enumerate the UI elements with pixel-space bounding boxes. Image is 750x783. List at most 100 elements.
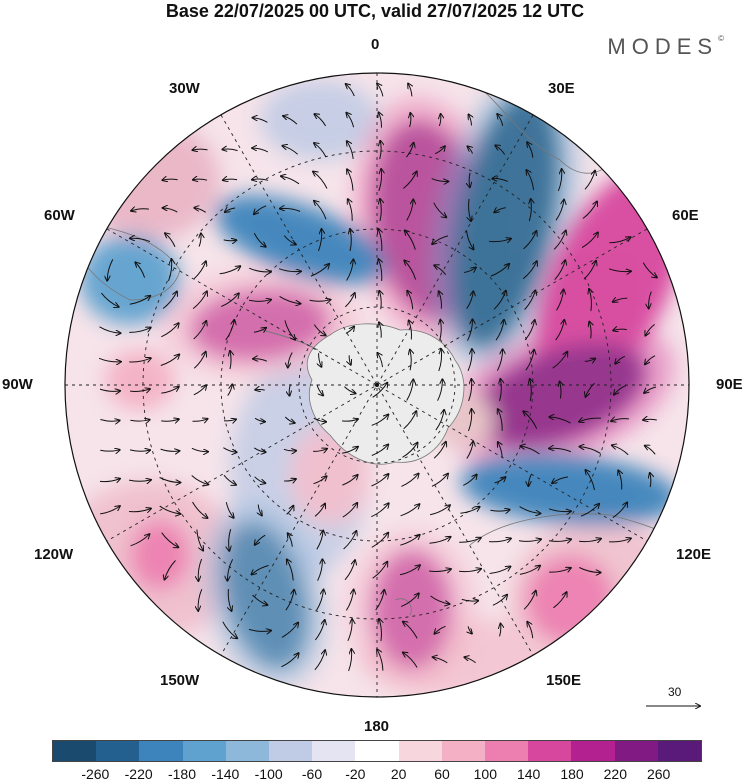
wind-vector-arrow <box>500 624 501 637</box>
wind-vector-arrow <box>100 506 120 515</box>
lon-label-60e: 60E <box>672 207 699 224</box>
wind-vector-arrow <box>350 229 351 252</box>
wind-vector-arrow <box>379 619 381 642</box>
wind-vector-arrow <box>160 449 180 451</box>
wind-vector-arrow <box>347 169 354 191</box>
wind-vector-arrow <box>252 594 268 605</box>
wind-vector-arrow <box>589 289 591 312</box>
wind-vector-arrow <box>439 114 440 127</box>
wind-vector-arrow <box>579 539 601 542</box>
wind-vector-arrow <box>162 292 177 309</box>
wind-vector-arrow <box>431 474 448 487</box>
wind-vector-arrow <box>529 199 531 222</box>
wind-vector-arrow <box>615 355 626 363</box>
wind-vector-arrow <box>342 447 358 454</box>
wind-vector-arrow <box>434 265 447 276</box>
wind-vector-arrow <box>401 474 418 487</box>
wind-vector-arrow <box>193 352 205 369</box>
wind-vector-arrow <box>612 445 629 456</box>
wind-vector-arrow <box>346 260 354 281</box>
wind-vector-arrow <box>403 653 418 668</box>
wind-vector-arrow <box>407 291 414 310</box>
wind-vector-arrow <box>342 419 358 421</box>
colorbar-tick-label: 140 <box>516 766 541 782</box>
wind-vector-arrow <box>254 417 265 421</box>
wind-vector-arrow <box>377 84 384 97</box>
wind-vector-arrow <box>129 296 150 305</box>
wind-vector-arrow <box>193 321 207 340</box>
wind-vector-arrow <box>582 202 597 219</box>
wind-vector-arrow <box>288 533 293 547</box>
wind-vector-arrow <box>253 232 265 247</box>
wind-vector-arrow <box>433 202 447 218</box>
wind-vector-arrow <box>279 295 301 303</box>
wind-vector-arrow <box>579 567 600 573</box>
wind-vector-arrow <box>342 503 357 518</box>
lon-label-30e: 30E <box>548 80 575 97</box>
wind-vector-arrow <box>225 208 236 212</box>
wind-vector-arrow <box>349 355 351 364</box>
colorbar-swatch <box>312 741 356 761</box>
wind-vector-arrow <box>406 143 413 158</box>
wind-vector-arrow <box>319 353 322 367</box>
wind-vector-arrow <box>193 149 208 150</box>
wind-vector-arrow <box>580 447 601 454</box>
wind-vector-arrow <box>372 383 388 398</box>
wind-vector-arrow <box>463 475 476 486</box>
wind-vector-arrow <box>313 449 327 452</box>
wind-vector-arrow <box>432 235 449 244</box>
wind-vector-arrow <box>579 418 601 422</box>
wind-vector-arrow <box>346 84 355 97</box>
wind-vector-arrow <box>379 112 382 128</box>
wind-vector-arrow <box>555 200 564 221</box>
wind-vector-arrow <box>193 261 206 280</box>
wind-vector-arrow <box>99 479 120 482</box>
wind-vector-arrow <box>344 560 355 581</box>
colorbar-swatch <box>441 741 486 761</box>
wind-vector-arrow <box>613 329 627 330</box>
wind-vector-arrow <box>468 146 473 154</box>
wind-vector-arrow <box>101 292 118 307</box>
wind-vector-arrow <box>192 419 208 422</box>
wind-vector-arrow <box>464 657 476 664</box>
wind-vector-arrow <box>523 591 536 610</box>
wind-vector-arrow <box>645 355 656 365</box>
lon-label-150w: 150W <box>160 672 200 689</box>
wind-vector-arrow <box>129 328 150 333</box>
colorbar-tick-label: -180 <box>167 766 197 782</box>
wind-vector-arrow <box>375 590 385 611</box>
wind-vector-arrow <box>344 293 354 308</box>
lon-label-150e: 150E <box>546 672 582 689</box>
colorbar-tick-label: 260 <box>646 766 671 782</box>
wind-vector-arrow <box>553 592 566 609</box>
wind-vector-arrow <box>493 291 506 310</box>
wind-vector-arrow <box>429 569 451 571</box>
colorbar-swatch <box>269 741 313 761</box>
wind-vector-arrow <box>198 589 203 611</box>
wind-vector-arrow <box>519 566 540 575</box>
wind-vector-arrow <box>584 171 595 190</box>
wind-vector-arrow <box>168 259 172 282</box>
wind-vector-arrow <box>194 208 206 213</box>
wind-vector-arrow <box>314 504 325 517</box>
wind-vector-arrow <box>371 415 389 426</box>
wind-vector-arrow <box>347 141 354 159</box>
wind-vector-arrow <box>316 531 323 550</box>
wind-vector-arrow <box>439 291 442 309</box>
wind-vector-arrow <box>549 568 571 572</box>
wind-vector-arrow <box>252 565 269 575</box>
wind-vector-arrow <box>524 320 534 341</box>
wind-vector-arrow <box>348 649 352 672</box>
wind-vector-arrow <box>553 231 566 250</box>
wind-vector-arrow <box>100 450 119 451</box>
wind-vector-arrow <box>227 559 234 580</box>
wind-vector-arrow <box>461 599 478 601</box>
wind-vector-arrow <box>284 416 294 423</box>
wind-vector-arrow <box>316 590 324 611</box>
wind-vector-arrow <box>433 442 446 459</box>
wind-vector-arrow <box>555 320 565 341</box>
wind-vector-arrow <box>281 653 298 668</box>
wind-vector-arrow <box>609 237 630 244</box>
wind-vector-arrow <box>437 379 443 401</box>
wind-vector-arrow <box>278 268 301 272</box>
